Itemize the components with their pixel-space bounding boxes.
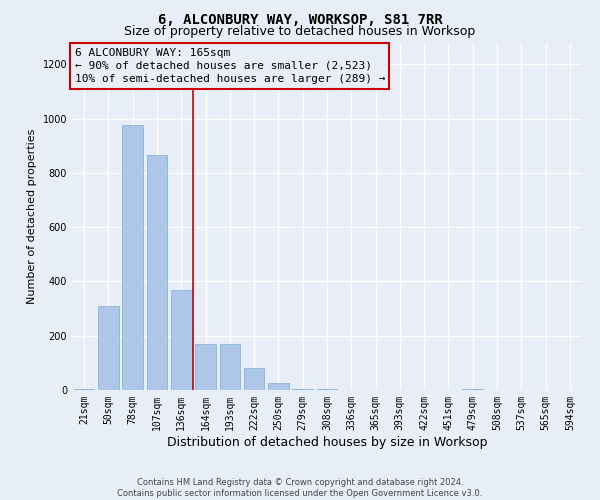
Text: Size of property relative to detached houses in Worksop: Size of property relative to detached ho… [124,25,476,38]
Bar [244,368,265,390]
Text: 6 ALCONBURY WAY: 165sqm
← 90% of detached houses are smaller (2,523)
10% of semi: 6 ALCONBURY WAY: 165sqm ← 90% of detache… [74,48,385,84]
Bar [195,344,216,390]
Text: 6, ALCONBURY WAY, WORKSOP, S81 7RR: 6, ALCONBURY WAY, WORKSOP, S81 7RR [158,12,442,26]
Bar [74,388,94,390]
Bar [463,388,483,390]
X-axis label: Distribution of detached houses by size in Worksop: Distribution of detached houses by size … [167,436,487,448]
Bar [98,306,119,390]
Bar [292,389,313,390]
Bar [268,383,289,390]
Text: Contains HM Land Registry data © Crown copyright and database right 2024.
Contai: Contains HM Land Registry data © Crown c… [118,478,482,498]
Y-axis label: Number of detached properties: Number of detached properties [27,128,37,304]
Bar [171,290,191,390]
Bar [146,155,167,390]
Bar [122,126,143,390]
Bar [220,344,240,390]
